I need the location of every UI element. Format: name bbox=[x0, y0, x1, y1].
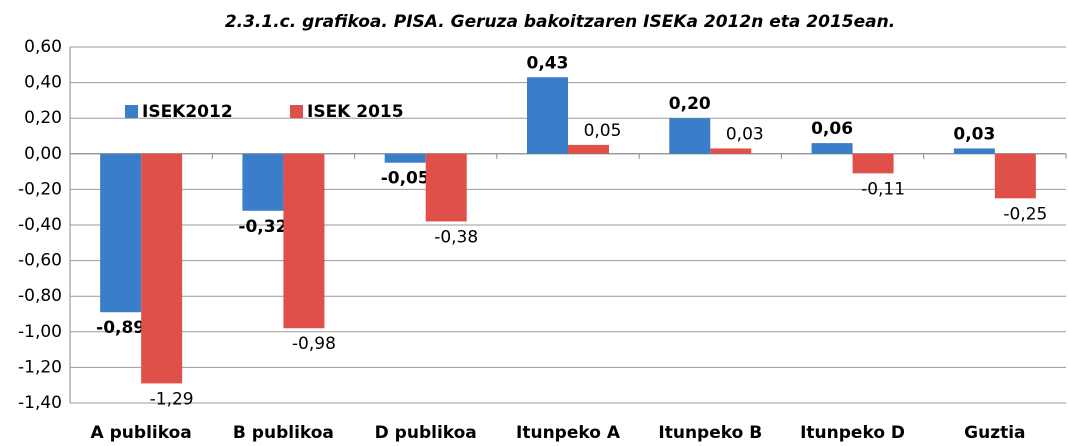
x-tick-label: Itunpeko A bbox=[516, 423, 621, 443]
y-tick-label: -1,20 bbox=[18, 357, 62, 377]
x-tick-label: Itunpeko B bbox=[658, 423, 762, 443]
data-label: 0,03 bbox=[726, 124, 764, 144]
x-tick-label: Itunpeko D bbox=[800, 423, 905, 443]
y-tick-label: -0,80 bbox=[18, 286, 62, 306]
bar bbox=[669, 118, 711, 154]
bar bbox=[242, 153, 284, 211]
y-tick-label: -1,40 bbox=[18, 393, 62, 413]
data-label: 0,03 bbox=[953, 124, 995, 144]
data-label: 0,20 bbox=[669, 94, 711, 114]
bar bbox=[953, 148, 995, 154]
legend-swatch bbox=[290, 105, 303, 118]
y-tick-label: 0,00 bbox=[24, 144, 62, 164]
data-label: -1,29 bbox=[150, 389, 194, 409]
bar bbox=[568, 144, 609, 154]
data-label: -0,05 bbox=[381, 169, 430, 189]
bar bbox=[811, 143, 853, 154]
y-tick-label: -0,40 bbox=[18, 215, 62, 235]
data-label: -0,25 bbox=[1003, 204, 1047, 224]
data-label: 0,05 bbox=[584, 121, 622, 141]
bar bbox=[425, 153, 467, 222]
bar bbox=[283, 153, 325, 329]
legend-label: ISEK2012 bbox=[142, 102, 233, 122]
y-tick-label: 0,20 bbox=[24, 108, 62, 128]
data-label: 0,43 bbox=[527, 53, 569, 73]
y-tick-label: 0,60 bbox=[24, 37, 62, 57]
data-label: -0,38 bbox=[434, 227, 478, 247]
x-tick-label: A publikoa bbox=[91, 423, 192, 443]
bar bbox=[710, 148, 752, 154]
bar bbox=[527, 77, 568, 154]
bar bbox=[141, 153, 183, 384]
bar bbox=[100, 153, 142, 313]
chart-title: 2.3.1.c. grafikoa. PISA. Geruza bakoitza… bbox=[225, 12, 895, 32]
x-tick-label: D publikoa bbox=[375, 423, 477, 443]
data-label: -0,89 bbox=[96, 318, 145, 338]
bar bbox=[852, 153, 894, 174]
bar bbox=[384, 153, 426, 163]
data-label: 0,06 bbox=[811, 119, 853, 139]
x-tick-label: Guztia bbox=[964, 423, 1025, 443]
data-label: -0,11 bbox=[861, 179, 905, 199]
bar bbox=[994, 153, 1036, 199]
y-tick-label: -0,20 bbox=[18, 179, 62, 199]
data-label: -0,32 bbox=[238, 217, 287, 237]
y-tick-label: -0,60 bbox=[18, 251, 62, 271]
y-tick-label: -1,00 bbox=[18, 322, 62, 342]
legend-swatch bbox=[125, 105, 138, 118]
data-label: -0,98 bbox=[292, 334, 336, 354]
x-tick-label: B publikoa bbox=[233, 423, 334, 443]
y-tick-label: 0,40 bbox=[24, 73, 62, 93]
legend-label: ISEK 2015 bbox=[307, 102, 404, 122]
